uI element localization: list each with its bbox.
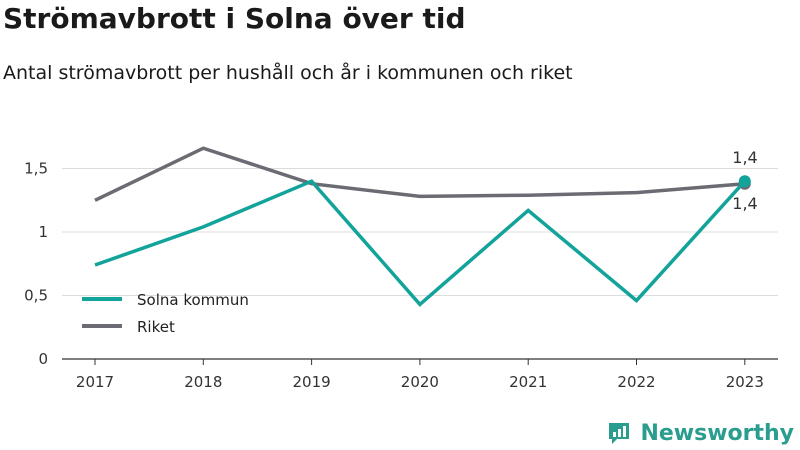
y-tick-label: 0 bbox=[38, 350, 48, 368]
x-tick-label: 2017 bbox=[76, 373, 114, 391]
y-tick-label: 1 bbox=[38, 223, 48, 241]
x-tick-label: 2018 bbox=[184, 373, 222, 391]
legend-label-riket: Riket bbox=[137, 318, 175, 336]
newsworthy-logo-icon bbox=[609, 423, 630, 444]
end-labels: 1,4 1,4 bbox=[732, 148, 757, 213]
x-axis: 2017 2018 2019 2020 2021 2022 2023 bbox=[76, 359, 764, 391]
chart-subtitle: Antal strömavbrott per hushåll och år i … bbox=[3, 62, 573, 84]
y-tick-label: 0,5 bbox=[24, 287, 48, 305]
x-tick-label: 2023 bbox=[726, 373, 764, 391]
x-tick-label: 2021 bbox=[509, 373, 547, 391]
chart-title: Strömavbrott i Solna över tid bbox=[3, 2, 466, 35]
x-tick-label: 2019 bbox=[293, 373, 331, 391]
end-label-solna: 1,4 bbox=[732, 148, 757, 167]
y-axis-ticks: 0 0,5 1 1,5 bbox=[24, 160, 48, 369]
x-tick-label: 2020 bbox=[401, 373, 439, 391]
brand-name: Newsworthy bbox=[640, 420, 794, 446]
end-point-solna bbox=[738, 175, 751, 188]
end-label-riket: 1,4 bbox=[732, 194, 757, 213]
y-tick-label: 1,5 bbox=[24, 160, 48, 178]
series-lines bbox=[94, 146, 751, 307]
x-tick-label: 2022 bbox=[617, 373, 655, 391]
brand: Newsworthy bbox=[606, 420, 794, 446]
legend-label-solna: Solna kommun bbox=[137, 291, 249, 309]
legend: Solna kommun Riket bbox=[82, 291, 249, 336]
series-line-solna bbox=[94, 179, 747, 307]
series-line-riket bbox=[94, 146, 745, 202]
